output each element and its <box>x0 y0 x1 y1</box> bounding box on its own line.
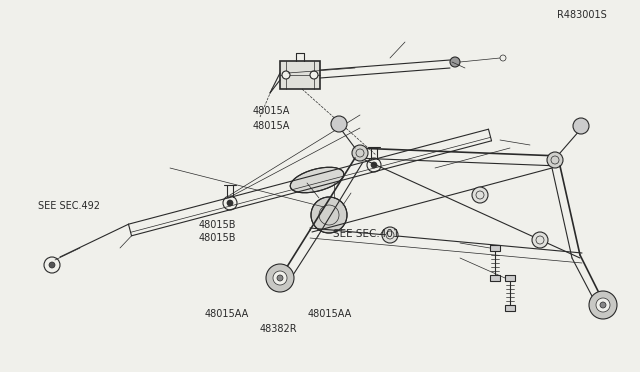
Text: 48015B: 48015B <box>198 233 236 243</box>
Bar <box>490 275 500 281</box>
Circle shape <box>266 264 294 292</box>
Circle shape <box>227 200 233 206</box>
Circle shape <box>596 298 610 312</box>
Text: 48015A: 48015A <box>253 106 290 116</box>
Circle shape <box>273 271 287 285</box>
Circle shape <box>49 262 55 268</box>
Circle shape <box>382 227 398 243</box>
Text: 48015A: 48015A <box>253 121 290 131</box>
Circle shape <box>600 302 606 308</box>
Circle shape <box>311 197 347 233</box>
Text: 48015AA: 48015AA <box>307 310 351 319</box>
Circle shape <box>472 187 488 203</box>
Ellipse shape <box>291 167 344 193</box>
Bar <box>490 245 500 251</box>
Text: SEE SEC.492: SEE SEC.492 <box>38 202 100 211</box>
Circle shape <box>282 71 290 79</box>
Circle shape <box>450 57 460 67</box>
Circle shape <box>532 232 548 248</box>
Text: 48015B: 48015B <box>198 221 236 230</box>
Bar <box>505 275 515 281</box>
Text: SEE SEC.401: SEE SEC.401 <box>333 230 399 239</box>
Text: 48015AA: 48015AA <box>205 310 249 319</box>
Circle shape <box>331 116 347 132</box>
Bar <box>505 305 515 311</box>
Circle shape <box>547 152 563 168</box>
Circle shape <box>277 275 283 281</box>
Circle shape <box>573 118 589 134</box>
Text: R483001S: R483001S <box>557 10 607 20</box>
Text: 48382R: 48382R <box>259 324 297 334</box>
Circle shape <box>589 291 617 319</box>
Circle shape <box>310 71 318 79</box>
Circle shape <box>352 145 368 161</box>
Bar <box>280 61 320 89</box>
Circle shape <box>371 162 377 168</box>
